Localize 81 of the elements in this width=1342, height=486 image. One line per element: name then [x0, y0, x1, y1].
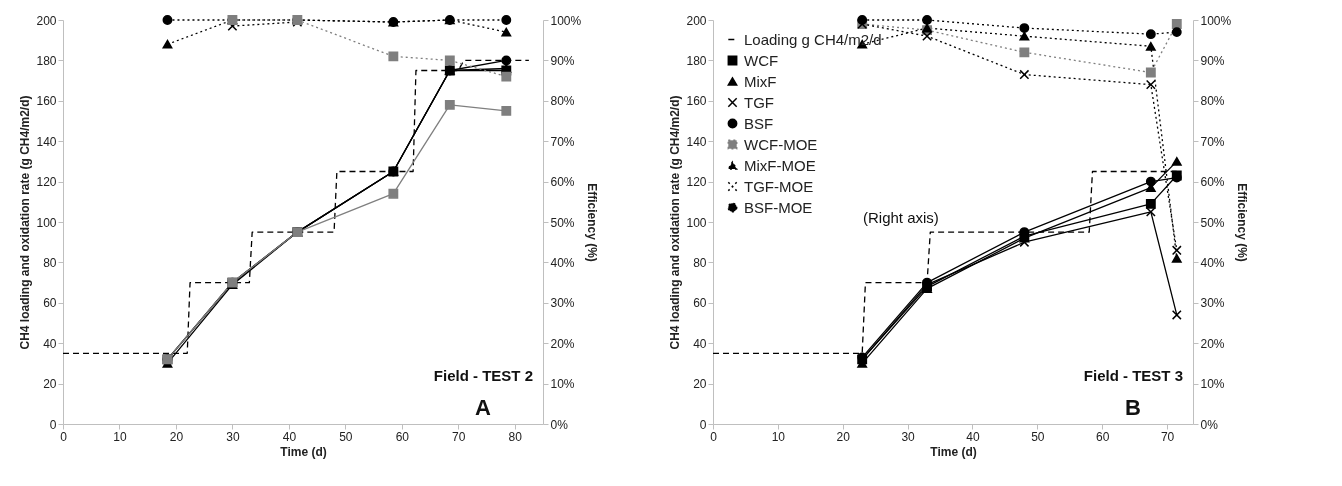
legend-label: WCF — [744, 51, 779, 69]
legend-label: MixF — [744, 72, 777, 90]
x-tick-label: 60 — [1096, 429, 1110, 444]
y2-axis-title: Efficiency (%) — [585, 183, 600, 262]
y-tick-label: 80 — [43, 255, 57, 270]
y-tick-label: 0 — [49, 417, 57, 432]
annotation: A — [475, 395, 492, 420]
x-axis-title: Time (d) — [930, 444, 977, 459]
legend-label: BSF — [744, 114, 774, 132]
y2-tick-label: 0% — [1200, 417, 1219, 432]
y2-tick-label: 100% — [550, 13, 582, 28]
y-tick-label: 100 — [686, 215, 707, 230]
y2-tick-label: 80% — [1200, 94, 1225, 109]
y-tick-label: 180 — [686, 53, 707, 68]
x-tick-label: 60 — [395, 429, 410, 444]
y-tick-label: 60 — [43, 296, 57, 311]
legend-label: WCF-MOE — [744, 135, 818, 153]
x-tick-label: 30 — [901, 429, 916, 444]
y2-tick-label: 30% — [1200, 296, 1225, 311]
x-tick-label: 70 — [452, 429, 466, 444]
annotation: B — [1125, 395, 1141, 420]
y2-tick-label: 40% — [1200, 255, 1225, 270]
y2-tick-label: 20% — [1200, 336, 1225, 351]
y-tick-label: 140 — [36, 134, 57, 149]
y-tick-label: 60 — [693, 296, 707, 311]
x-tick-label: 70 — [1160, 429, 1175, 444]
y2-tick-label: 50% — [1200, 215, 1225, 230]
y-tick-label: 20 — [693, 377, 707, 392]
y2-tick-label: 20% — [550, 336, 575, 351]
y2-tick-label: 90% — [550, 53, 575, 68]
y2-tick-label: 70% — [1200, 134, 1225, 149]
annotation: Field - TEST 3 — [1083, 367, 1183, 384]
x-tick-label: 80 — [508, 429, 523, 444]
y-tick-label: 0 — [699, 417, 707, 432]
y-tick-label: 20 — [43, 377, 57, 392]
y-tick-label: 200 — [686, 13, 707, 28]
y2-tick-label: 10% — [1200, 377, 1225, 392]
y-tick-label: 180 — [36, 53, 57, 68]
y-axis-title: CH4 loading and oxidation rate (g CH4/m2/d) — [18, 95, 33, 350]
x-tick-label: 50 — [339, 429, 353, 444]
legend-label: BSF-MOE — [744, 198, 813, 216]
x-axis-title: Time (d) — [280, 444, 327, 459]
y-tick-label: 200 — [36, 13, 57, 28]
y2-tick-label: 100% — [1200, 13, 1232, 28]
y-tick-label: 40 — [693, 336, 707, 351]
x-tick-label: 20 — [169, 429, 184, 444]
y-tick-label: 120 — [686, 175, 707, 190]
legend-label: MixF-MOE — [744, 156, 816, 174]
y-tick-label: 160 — [686, 94, 707, 109]
x-tick-label: 30 — [226, 429, 240, 444]
annotation: (Right axis) — [863, 209, 939, 226]
y-axis-title: CH4 loading and oxidation rate (g CH4/m2/d) — [668, 95, 683, 350]
x-tick-label: 20 — [836, 429, 851, 444]
y2-tick-label: 40% — [550, 255, 575, 270]
y-tick-label: 40 — [43, 336, 57, 351]
y2-tick-label: 70% — [550, 134, 575, 149]
y-tick-label: 100 — [36, 215, 57, 230]
legend-label: Loading g CH4/m2/d — [744, 30, 882, 48]
y2-tick-label: 60% — [1200, 175, 1225, 190]
legend-label: TGF-MOE — [744, 177, 814, 195]
x-tick-label: 0 — [710, 429, 718, 444]
y-tick-label: 160 — [36, 94, 57, 109]
legend-label: TGF — [744, 93, 774, 111]
y2-tick-label: 80% — [550, 94, 575, 109]
annotation: Field - TEST 2 — [433, 367, 533, 384]
x-tick-label: 40 — [966, 429, 980, 444]
x-tick-label: 0 — [60, 429, 68, 444]
y2-tick-label: 10% — [550, 377, 575, 392]
x-tick-label: 10 — [771, 429, 786, 444]
x-tick-label: 40 — [282, 429, 297, 444]
y2-tick-label: 0% — [550, 417, 569, 432]
y-tick-label: 120 — [36, 175, 57, 190]
y-tick-label: 80 — [693, 255, 707, 270]
x-tick-label: 10 — [113, 429, 127, 444]
y2-tick-label: 50% — [550, 215, 575, 230]
y2-axis-title: Efficiency (%) — [1235, 183, 1250, 262]
y2-tick-label: 30% — [550, 296, 575, 311]
y2-tick-label: 90% — [1200, 53, 1225, 68]
x-tick-label: 50 — [1031, 429, 1045, 444]
y2-tick-label: 60% — [550, 175, 575, 190]
y-tick-label: 140 — [686, 134, 707, 149]
